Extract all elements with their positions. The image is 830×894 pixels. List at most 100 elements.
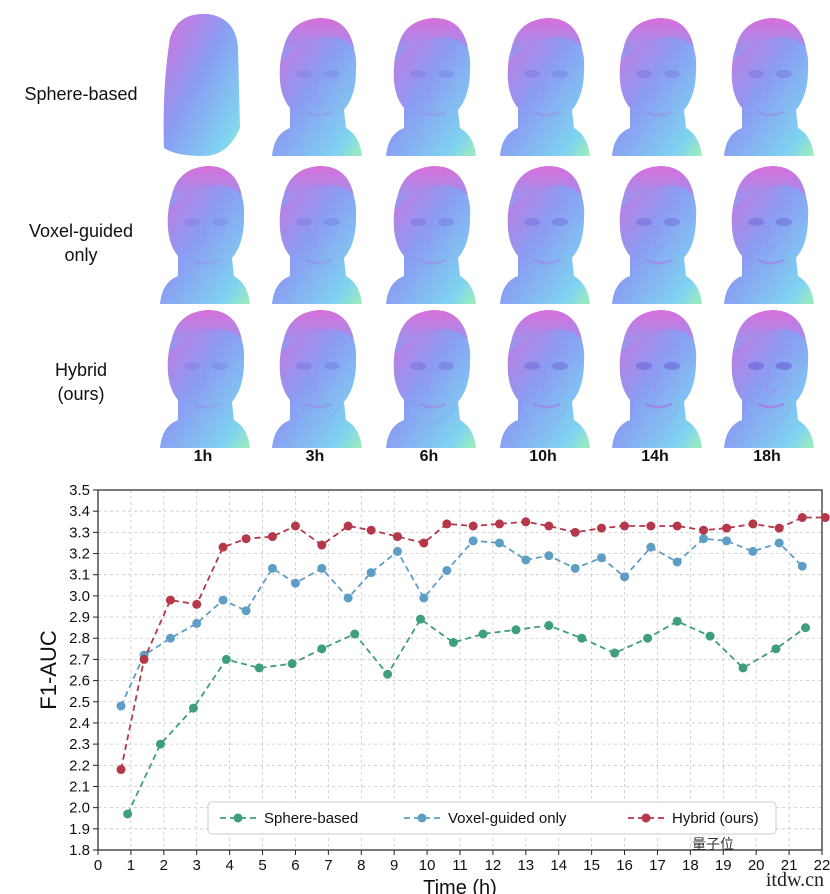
y-tick-label: 3.5 [69, 482, 90, 499]
series-line [126, 617, 807, 815]
data-point [442, 519, 452, 529]
row-label-sphere: Sphere-based [24, 84, 138, 104]
data-point [123, 809, 133, 819]
data-point [521, 555, 531, 565]
data-point [468, 521, 478, 531]
data-point [643, 633, 653, 643]
data-point [620, 572, 630, 582]
data-point [192, 599, 202, 609]
head-render-image [600, 300, 710, 448]
data-point [705, 631, 715, 641]
legend-marker [233, 813, 243, 823]
x-tick-label: 9 [390, 857, 398, 874]
data-point [771, 644, 781, 654]
data-point [267, 532, 277, 542]
time-label: 10h [529, 448, 557, 465]
y-tick-label: 2.7 [69, 651, 90, 668]
watermark-logo: 量子位 [692, 836, 734, 852]
data-point [597, 523, 607, 533]
x-tick-label: 4 [225, 857, 233, 874]
data-point [287, 659, 297, 669]
data-point [290, 578, 300, 588]
data-point [774, 523, 784, 533]
y-tick-label: 2.5 [69, 694, 90, 711]
data-point [383, 669, 393, 679]
data-point [774, 538, 784, 548]
data-point [570, 563, 580, 573]
data-point [738, 663, 748, 673]
data-point [672, 557, 682, 567]
data-point [699, 534, 709, 544]
x-tick-label: 15 [583, 857, 600, 874]
x-tick-label: 5 [258, 857, 266, 874]
time-label: 6h [419, 448, 439, 465]
data-point [672, 521, 682, 531]
x-tick-label: 7 [324, 857, 332, 874]
data-point [392, 546, 402, 556]
data-point [797, 513, 807, 523]
head-render-image [148, 8, 258, 156]
row-label-hybrid: Hybrid (ours) [54, 360, 107, 404]
data-point [597, 553, 607, 563]
data-point [419, 538, 429, 548]
x-tick-label: 20 [748, 857, 765, 874]
head-render-image [600, 156, 710, 304]
data-point [620, 521, 630, 531]
data-point [317, 540, 327, 550]
data-point [317, 644, 327, 654]
head-render-image [374, 156, 484, 304]
head-render-image [488, 8, 598, 156]
data-point [610, 648, 620, 658]
data-point [221, 654, 231, 664]
head-render-image [148, 156, 258, 304]
data-point [442, 565, 452, 575]
y-tick-label: 2.4 [69, 715, 90, 732]
f1-auc-chart: 0 1 2 3 4 5 6 7 8 9 10 11 12 13 14 15 16 17 18 19 20 21 221.81… [36, 482, 830, 894]
data-point [494, 519, 504, 529]
data-point [722, 523, 732, 533]
time-label: 3h [305, 448, 325, 465]
x-tick-label: 11 [452, 857, 468, 874]
x-tick-label: 19 [715, 857, 732, 874]
data-point [241, 606, 251, 616]
head-render-image [712, 300, 822, 448]
data-point [672, 616, 682, 626]
y-tick-label: 2.0 [69, 800, 90, 817]
data-point [392, 532, 402, 542]
time-label: 14h [641, 448, 669, 465]
row-label-voxel: Voxel-guided only [28, 221, 134, 265]
head-render-image [260, 300, 370, 448]
y-tick-label: 3.2 [69, 546, 90, 563]
data-point [511, 625, 521, 635]
data-point [218, 595, 228, 605]
head-render-image [488, 300, 598, 448]
data-point [366, 525, 376, 535]
head-render-image [374, 300, 484, 448]
head-render-image [374, 8, 484, 156]
y-tick-label: 2.1 [69, 778, 90, 795]
data-point [748, 519, 758, 529]
data-point [254, 663, 264, 673]
data-point [290, 521, 300, 531]
y-tick-label: 2.2 [69, 757, 90, 774]
data-point [699, 525, 709, 535]
y-tick-label: 3.0 [69, 588, 90, 605]
data-point [218, 542, 228, 552]
data-point [241, 534, 251, 544]
data-point [748, 546, 758, 556]
y-tick-label: 2.9 [69, 609, 90, 626]
data-point [343, 521, 353, 531]
y-tick-label: 2.6 [69, 673, 90, 690]
data-point [544, 521, 554, 531]
x-tick-label: 2 [160, 857, 168, 874]
data-point [544, 551, 554, 561]
y-tick-label: 3.1 [69, 567, 90, 584]
head-render-image [260, 8, 370, 156]
watermark: itdw.cn [765, 869, 824, 891]
x-tick-label: 6 [291, 857, 299, 874]
head-render-image [600, 8, 710, 156]
legend-label: Voxel-guided only [448, 810, 567, 827]
y-tick-label: 3.3 [69, 524, 90, 541]
series-line [120, 516, 826, 770]
data-point [820, 513, 830, 523]
